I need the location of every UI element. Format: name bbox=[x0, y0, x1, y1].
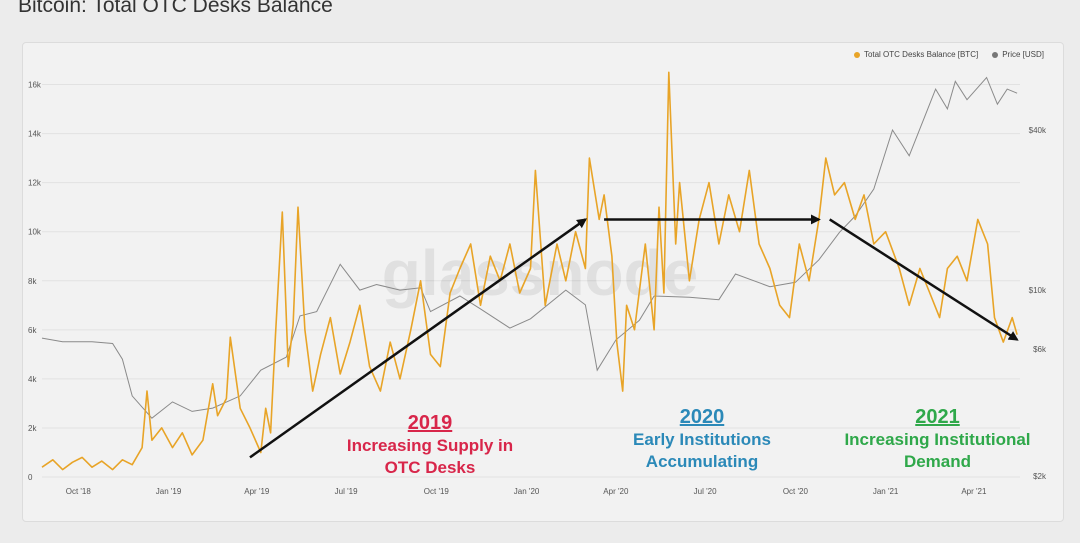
y-left-tick-label: 6k bbox=[28, 326, 37, 335]
x-tick-label: Jan '19 bbox=[156, 487, 182, 496]
legend-dot-balance bbox=[853, 51, 860, 58]
x-tick-label: Jul '20 bbox=[694, 487, 717, 496]
trend-arrows bbox=[249, 214, 1019, 459]
chart-title: Bitcoin: Total OTC Desks Balance bbox=[18, 0, 333, 17]
series-lines bbox=[41, 71, 1018, 471]
y-left-tick-label: 4k bbox=[28, 375, 37, 384]
x-tick-label: Oct '19 bbox=[424, 487, 450, 496]
annotation-2019-line2: OTC Desks bbox=[384, 458, 476, 477]
trend-arrow-3 bbox=[829, 218, 1019, 341]
x-tick-label: Apr '19 bbox=[244, 487, 270, 496]
x-tick-label: Oct '18 bbox=[66, 487, 92, 496]
y-left-tick-label: 14k bbox=[28, 130, 42, 139]
legend-dot-price bbox=[992, 51, 999, 58]
annotation-2019: 2019 Increasing Supply in OTC Desks bbox=[335, 411, 525, 479]
legend-label-balance: Total OTC Desks Balance [BTC] bbox=[863, 50, 979, 59]
series-line-balance bbox=[41, 71, 1018, 471]
series-line-price bbox=[41, 76, 1018, 419]
x-tick-label: Jan '21 bbox=[873, 487, 899, 496]
x-tick-label: Jan '20 bbox=[514, 487, 540, 496]
x-axis: Oct '18 Jan '19 Apr '19 Jul '19 Oct '19 Jan '… bbox=[66, 487, 987, 496]
trend-arrow-1 bbox=[249, 218, 588, 459]
y-right-tick-label: $40k bbox=[1029, 126, 1047, 135]
annotation-2021: 2021 Increasing Institutional Demand bbox=[830, 405, 1045, 473]
legend-item-balance[interactable]: Total OTC Desks Balance [BTC] bbox=[853, 50, 979, 59]
legend-label-price: Price [USD] bbox=[1002, 50, 1044, 59]
annotation-2021-line2: Demand bbox=[903, 452, 972, 471]
y-right-tick-label: $6k bbox=[1033, 345, 1047, 354]
x-tick-label: Apr '21 bbox=[961, 487, 987, 496]
legend-item-price[interactable]: Price [USD] bbox=[992, 50, 1044, 59]
annotation-2021-line1: Increasing Institutional bbox=[844, 430, 1031, 449]
annotation-2020-year: 2020 bbox=[679, 406, 725, 428]
annotation-2019-line1: Increasing Supply in bbox=[346, 436, 514, 455]
y-axis-right: $2k $6k $10k $40k bbox=[1029, 126, 1047, 481]
x-tick-label: Jul '19 bbox=[335, 487, 358, 496]
y-right-tick-label: $10k bbox=[1029, 286, 1047, 295]
y-left-tick-label: 8k bbox=[28, 277, 37, 286]
annotation-2019-year: 2019 bbox=[407, 412, 453, 434]
chart-legend[interactable]: Total OTC Desks Balance [BTC] Price [USD… bbox=[853, 50, 1044, 59]
y-left-tick-label: 10k bbox=[28, 228, 42, 237]
y-axis-left: 0 2k 4k 6k 8k 10k 12k 14k 16k bbox=[28, 81, 42, 482]
annotation-2020-line1: Early Institutions bbox=[633, 430, 771, 449]
y-left-tick-label: 16k bbox=[28, 81, 42, 90]
annotation-2021-year: 2021 bbox=[915, 406, 960, 428]
y-left-tick-label: 0 bbox=[28, 473, 33, 482]
y-left-tick-label: 12k bbox=[28, 179, 42, 188]
y-right-tick-label: $2k bbox=[1033, 472, 1047, 481]
x-tick-label: Apr '20 bbox=[603, 487, 629, 496]
y-left-tick-label: 2k bbox=[28, 424, 37, 433]
x-tick-label: Oct '20 bbox=[783, 487, 809, 496]
annotation-2020: 2020 Early Institutions Accumulating bbox=[612, 405, 792, 473]
annotation-2020-line2: Accumulating bbox=[645, 452, 759, 471]
